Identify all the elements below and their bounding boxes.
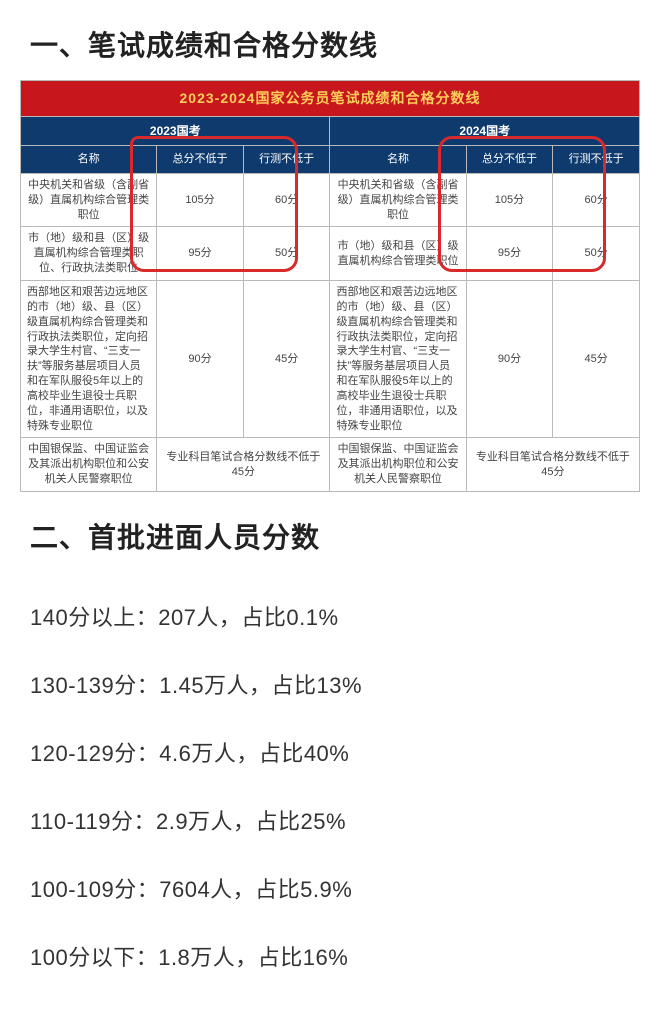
section2-title: 二、首批进面人员分数 [0,492,660,572]
desc-right: 中央机关和省级（含副省级）直属机构综合管理类职位 [330,173,466,227]
desc-left: 中央机关和省级（含副省级）直属机构综合管理类职位 [21,173,157,227]
col-total-right: 总分不低于 [466,146,553,174]
merged-left: 专业科目笔试合格分数线不低于45分 [157,438,330,492]
col-total-left: 总分不低于 [157,146,244,174]
col-name-right: 名称 [330,146,466,174]
year-left: 2023国考 [21,116,330,145]
table-row: 中国银保监、中国证监会及其派出机构职位和公安机关人民警察职位 专业科目笔试合格分… [21,438,640,492]
stat-line: 140分以上：207人，占比0.1% [30,582,630,650]
xingce-left: 45分 [243,280,330,437]
score-table-wrap: 2023-2024国家公务员笔试成绩和合格分数线 2023国考 2024国考 名… [0,80,660,492]
xingce-left: 60分 [243,173,330,227]
xingce-left: 50分 [243,227,330,281]
table-row: 西部地区和艰苦边远地区的市（地）级、县（区）级直属机构综合管理类和行政执法类职位… [21,280,640,437]
total-left: 95分 [157,227,244,281]
xingce-right: 45分 [553,280,640,437]
desc-right: 市（地）级和县（区）级直属机构综合管理类职位 [330,227,466,281]
stat-line: 130-139分：1.45万人，占比13% [30,650,630,718]
col-name-left: 名称 [21,146,157,174]
stat-line: 100分以下：1.8万人，占比16% [30,922,630,990]
table-row: 中央机关和省级（含副省级）直属机构综合管理类职位 105分 60分 中央机关和省… [21,173,640,227]
total-right: 95分 [466,227,553,281]
total-right: 90分 [466,280,553,437]
xingce-right: 60分 [553,173,640,227]
desc-left: 中国银保监、中国证监会及其派出机构职位和公安机关人民警察职位 [21,438,157,492]
year-right: 2024国考 [330,116,640,145]
stat-line: 100-109分：7604人，占比5.9% [30,854,630,922]
stat-line: 120-129分：4.6万人，占比40% [30,718,630,786]
table-main-title: 2023-2024国家公务员笔试成绩和合格分数线 [21,81,640,117]
total-left: 90分 [157,280,244,437]
total-right: 105分 [466,173,553,227]
stat-line: 110-119分：2.9万人，占比25% [30,786,630,854]
desc-left: 市（地）级和县（区）级直属机构综合管理类职位、行政执法类职位 [21,227,157,281]
score-table: 2023-2024国家公务员笔试成绩和合格分数线 2023国考 2024国考 名… [20,80,640,492]
section1-title: 一、笔试成绩和合格分数线 [0,0,660,80]
desc-right: 中国银保监、中国证监会及其派出机构职位和公安机关人民警察职位 [330,438,466,492]
table-row: 市（地）级和县（区）级直属机构综合管理类职位、行政执法类职位 95分 50分 市… [21,227,640,281]
merged-right: 专业科目笔试合格分数线不低于45分 [466,438,639,492]
xingce-right: 50分 [553,227,640,281]
desc-left: 西部地区和艰苦边远地区的市（地）级、县（区）级直属机构综合管理类和行政执法类职位… [21,280,157,437]
col-xingce-right: 行测不低于 [553,146,640,174]
desc-right: 西部地区和艰苦边远地区的市（地）级、县（区）级直属机构综合管理类和行政执法类职位… [330,280,466,437]
col-xingce-left: 行测不低于 [243,146,330,174]
stats-list: 140分以上：207人，占比0.1% 130-139分：1.45万人，占比13%… [0,572,660,1020]
total-left: 105分 [157,173,244,227]
